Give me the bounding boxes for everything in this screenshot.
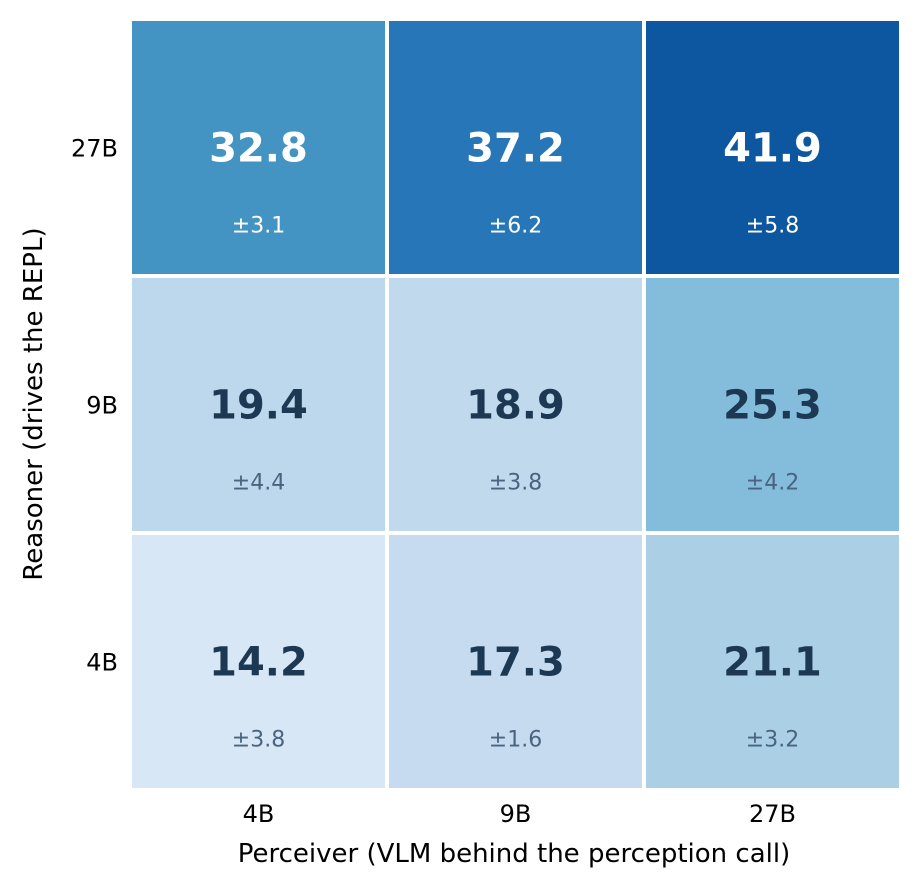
y-axis-label: Reasoner (drives the REPL) [19,227,49,580]
y-tick-label: 9B [86,392,118,420]
cell-error-label: ±3.8 [232,728,285,753]
heatmap-cell [389,278,642,531]
cell-error-label: ±3.2 [746,728,799,753]
cell-value-label: 37.2 [466,126,565,172]
x-tick-label: 9B [500,800,532,828]
x-tick-label: 27B [749,800,796,828]
cell-error-label: ±4.4 [232,471,285,496]
cell-value-label: 21.1 [723,640,822,686]
x-tick-label: 4B [243,800,275,828]
heatmap-cell [389,21,642,274]
cell-value-label: 17.3 [466,640,565,686]
cell-error-label: ±3.1 [232,214,285,239]
cell-error-label: ±6.2 [489,214,542,239]
heatmap-cell [646,21,899,274]
cell-error-label: ±5.8 [746,214,799,239]
cell-value-label: 25.3 [723,383,822,429]
cell-value-label: 14.2 [209,640,308,686]
cell-value-label: 19.4 [209,383,308,429]
heatmap-cell [646,535,899,788]
y-tick-labels: 27B 9B 4B [71,135,118,677]
heatmap-cell [646,278,899,531]
heatmap-cell [132,535,385,788]
heatmap-cell [132,278,385,531]
y-tick-label: 27B [71,135,118,163]
heatmap-cells: 32.8 ±3.1 37.2 ±6.2 41.9 ±5.8 19.4 ±4.4 18.9 ±3.8… [132,21,899,788]
cell-error-label: ±4.2 [746,471,799,496]
cell-value-label: 32.8 [209,126,308,172]
x-tick-labels: 4B 9B 27B [243,800,796,828]
cell-error-label: ±3.8 [489,471,542,496]
x-axis-label: Perceiver (VLM behind the perception cal… [238,839,791,869]
cell-error-label: ±1.6 [489,728,542,753]
heatmap-cell [132,21,385,274]
cell-value-label: 18.9 [466,383,565,429]
cell-value-label: 41.9 [723,126,822,172]
heatmap-cell [389,535,642,788]
y-tick-label: 4B [86,649,118,677]
